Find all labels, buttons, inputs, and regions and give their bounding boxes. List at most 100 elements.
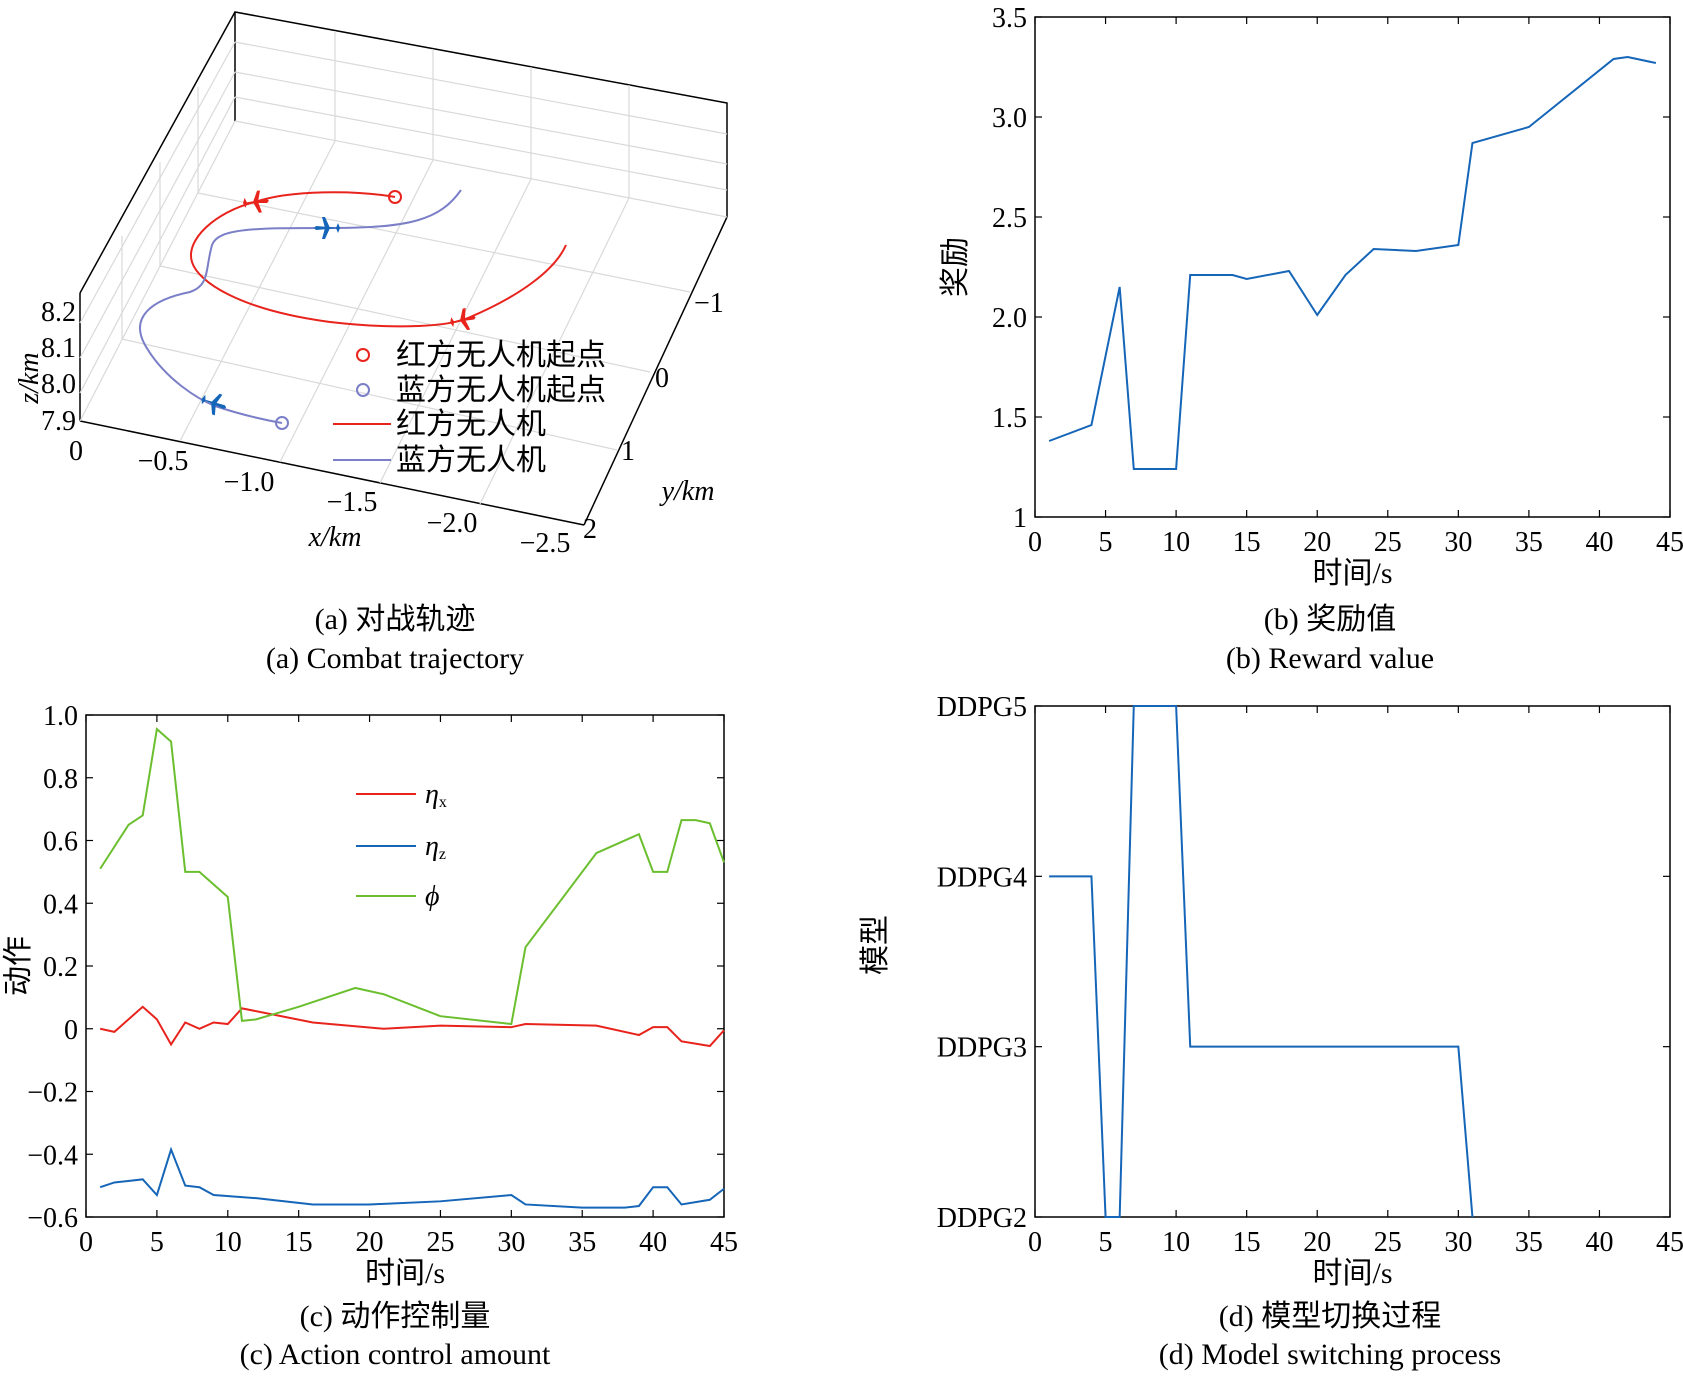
x-tick-label: 25 bbox=[1374, 527, 1402, 558]
y-tick-label: 0 bbox=[64, 1015, 78, 1046]
legend-blue-start-marker bbox=[356, 383, 370, 397]
x-tick-label: 10 bbox=[214, 1227, 242, 1258]
panel-a-3d-trajectory: 红方无人机起点 蓝方无人机起点 红方无人机 蓝方无人机 7.9 8.0 8.1 … bbox=[14, 11, 728, 559]
z-tick-label: 8.1 bbox=[41, 333, 76, 364]
y-tick-label: 2.5 bbox=[992, 203, 1027, 234]
red-aircraft-icon bbox=[449, 307, 476, 331]
caption-b-chinese: (b) 奖励值 bbox=[1264, 603, 1396, 636]
x-tick-label: 0 bbox=[69, 436, 83, 467]
z-tick-label: 8.2 bbox=[41, 297, 76, 328]
legend-label: ηz bbox=[425, 831, 446, 863]
y-tick-label: 2 bbox=[583, 514, 597, 545]
x-axis-label: 时间/s bbox=[365, 1257, 445, 1290]
y-tick-label: 1.0 bbox=[43, 701, 78, 732]
x-tick-label: 0 bbox=[1028, 527, 1042, 558]
z-axis-label: z/km bbox=[14, 352, 45, 404]
y-tick-label: −0.4 bbox=[27, 1140, 78, 1171]
x-tick-label: 30 bbox=[1444, 1227, 1472, 1258]
x-tick-label: 0 bbox=[1028, 1227, 1042, 1258]
panel-b-reward-chart: 0 5 10 15 20 25 30 35 40 45 1 1.5 2.0 2.5 3.0 3.5 时间/s 奖励 bbox=[939, 3, 1683, 590]
x-tick-label: 25 bbox=[1374, 1227, 1402, 1258]
3d-box-back-edges bbox=[79, 11, 728, 294]
3d-box-x-axis bbox=[79, 420, 585, 526]
x-tick-label: 10 bbox=[1162, 1227, 1190, 1258]
plot-frame bbox=[85, 714, 725, 1218]
model-series-line bbox=[1049, 705, 1474, 1218]
y-axis-label: 模型 bbox=[859, 915, 892, 975]
x-tick-label: 15 bbox=[1233, 527, 1261, 558]
x-tick-label: 10 bbox=[1162, 527, 1190, 558]
x-tick-label: 40 bbox=[639, 1227, 667, 1258]
x-axis-label: x/km bbox=[308, 522, 362, 553]
caption-a-english: (a) Combat trajectory bbox=[266, 642, 524, 675]
legend-label: 蓝方无人机 bbox=[396, 444, 546, 477]
panel-d-model-switch-chart: 0 5 10 15 20 25 30 35 40 45 DDPG2 DDPG3 DDPG4 DDPG5 时间… bbox=[859, 692, 1683, 1290]
3d-legend: 红方无人机起点 蓝方无人机起点 红方无人机 蓝方无人机 bbox=[333, 339, 606, 477]
y-axis-label: 奖励 bbox=[939, 237, 972, 297]
x-tick-label: 20 bbox=[356, 1227, 384, 1258]
y-tick-label: 1 bbox=[621, 436, 635, 467]
caption-d-chinese: (d) 模型切换过程 bbox=[1219, 1300, 1441, 1333]
x-tick-label: 5 bbox=[1099, 1227, 1113, 1258]
x-tick-label: 20 bbox=[1303, 527, 1331, 558]
y-tick-label: 3.5 bbox=[992, 3, 1027, 34]
x-tick-label: 20 bbox=[1303, 1227, 1331, 1258]
x-axis-label: 时间/s bbox=[1312, 1257, 1392, 1290]
x-tick-label: 40 bbox=[1585, 1227, 1613, 1258]
y-tick-labels: −1 0 1 2 bbox=[583, 288, 724, 545]
x-tick-label: 0 bbox=[79, 1227, 93, 1258]
x-tick-label: 35 bbox=[568, 1227, 596, 1258]
y-tick-label: 0.4 bbox=[43, 889, 78, 920]
x-tick-label: 15 bbox=[1233, 1227, 1261, 1258]
y-tick-label: 3.0 bbox=[992, 103, 1027, 134]
action-series-line bbox=[99, 1146, 725, 1209]
legend-label: ϕ bbox=[425, 881, 440, 912]
legend-label: 红方无人机 bbox=[396, 408, 546, 441]
caption-b-english: (b) Reward value bbox=[1226, 642, 1434, 675]
x-tick-label: 40 bbox=[1585, 527, 1613, 558]
x-tick-label: −2.5 bbox=[520, 528, 571, 559]
x-tick-label: 5 bbox=[1099, 527, 1113, 558]
red-start-marker bbox=[388, 190, 402, 204]
x-tick-label: 35 bbox=[1515, 1227, 1543, 1258]
y-tick-label: DDPG2 bbox=[937, 1203, 1027, 1234]
legend-label: ηx bbox=[425, 779, 447, 811]
captions: (a) 对战轨迹 (a) Combat trajectory (b) 奖励值 (… bbox=[240, 603, 1502, 1371]
y-tick-label: −0.6 bbox=[27, 1203, 78, 1234]
red-uav-trajectory-1 bbox=[189, 191, 567, 328]
y-tick-label: −0.2 bbox=[27, 1078, 78, 1109]
x-tick-label: 25 bbox=[426, 1227, 454, 1258]
y-tick-label: 0.8 bbox=[43, 764, 78, 795]
x-tick-label: 45 bbox=[710, 1227, 738, 1258]
x-tick-label: 45 bbox=[1656, 1227, 1683, 1258]
x-tick-label: 45 bbox=[1656, 527, 1683, 558]
y-tick-label: −1 bbox=[694, 288, 724, 319]
plot-frame bbox=[1034, 705, 1671, 1218]
z-tick-labels: 7.9 8.0 8.1 8.2 bbox=[41, 297, 76, 437]
x-tick-label: 5 bbox=[150, 1227, 164, 1258]
x-tick-labels: 0 −0.5 −1.0 −1.5 −2.0 −2.5 bbox=[69, 436, 570, 559]
x-tick-label: −2.0 bbox=[427, 508, 478, 539]
plot-frame bbox=[1034, 16, 1671, 518]
y-tick-label: DDPG3 bbox=[937, 1033, 1027, 1064]
panel-c-action-chart: 0 5 10 15 20 25 30 35 40 45 −0.6 −0.4 −0.2 0 0.2 0.4 0.6… bbox=[2, 701, 738, 1290]
x-tick-label: −0.5 bbox=[138, 446, 189, 477]
caption-d-english: (d) Model switching process bbox=[1159, 1338, 1501, 1371]
y-tick-label: 0.2 bbox=[43, 952, 78, 983]
z-tick-label: 8.0 bbox=[41, 369, 76, 400]
x-tick-label: −1.0 bbox=[224, 467, 275, 498]
y-tick-label: 2.0 bbox=[992, 303, 1027, 334]
action-series-line bbox=[99, 1005, 725, 1048]
legend-label: 红方无人机起点 bbox=[396, 339, 606, 372]
caption-a-chinese: (a) 对战轨迹 bbox=[315, 603, 476, 636]
x-tick-label: 30 bbox=[1444, 527, 1472, 558]
3d-box-y-axis bbox=[583, 216, 728, 526]
blue-aircraft-icon bbox=[314, 217, 341, 239]
reward-series-line bbox=[1048, 55, 1657, 470]
x-tick-label: 15 bbox=[285, 1227, 313, 1258]
3d-box-frame bbox=[79, 11, 728, 526]
y-axis-label: y/km bbox=[659, 476, 715, 507]
blue-aircraft-icon bbox=[200, 393, 227, 416]
y-tick-label: 1.5 bbox=[992, 403, 1027, 434]
x-axis-label: 时间/s bbox=[1312, 557, 1392, 590]
